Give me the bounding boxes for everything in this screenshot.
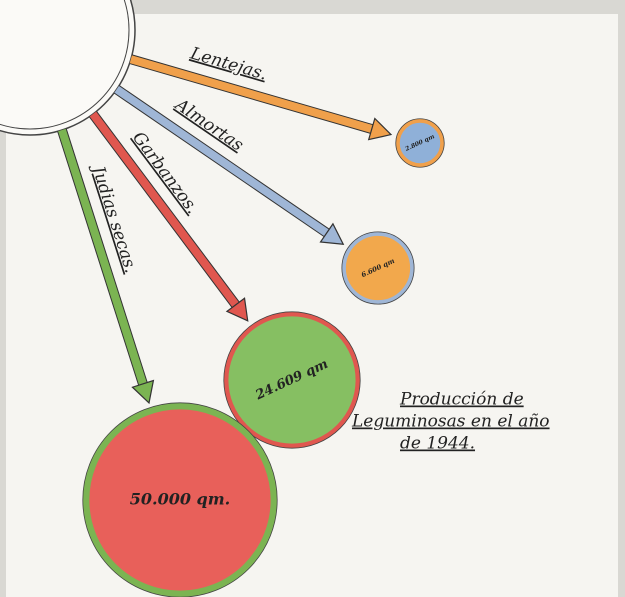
title-line: de 1944. xyxy=(400,434,475,454)
bubble-outline xyxy=(395,118,445,168)
bubble xyxy=(341,231,415,305)
arrow-head xyxy=(131,379,155,405)
bubble-outline xyxy=(341,231,415,305)
bubble xyxy=(395,118,445,168)
hub-ring xyxy=(0,0,130,130)
arrow-head xyxy=(367,117,393,141)
title-line: Leguminosas en el año xyxy=(351,412,550,432)
value-label: 50.000 qm. xyxy=(130,490,231,509)
arrow-head xyxy=(225,297,249,322)
bubble-outline xyxy=(82,402,278,597)
arrow-head xyxy=(319,222,345,245)
hub-circle xyxy=(0,0,136,136)
arrow-shaft xyxy=(58,128,147,386)
bubble-outline xyxy=(223,311,361,449)
bubble xyxy=(223,311,361,449)
arrow-shaft xyxy=(129,55,373,133)
bubble xyxy=(82,402,278,597)
arrow-shaft xyxy=(89,111,239,308)
arrow-shaft xyxy=(114,85,329,237)
title-line: Producción de xyxy=(399,390,524,410)
